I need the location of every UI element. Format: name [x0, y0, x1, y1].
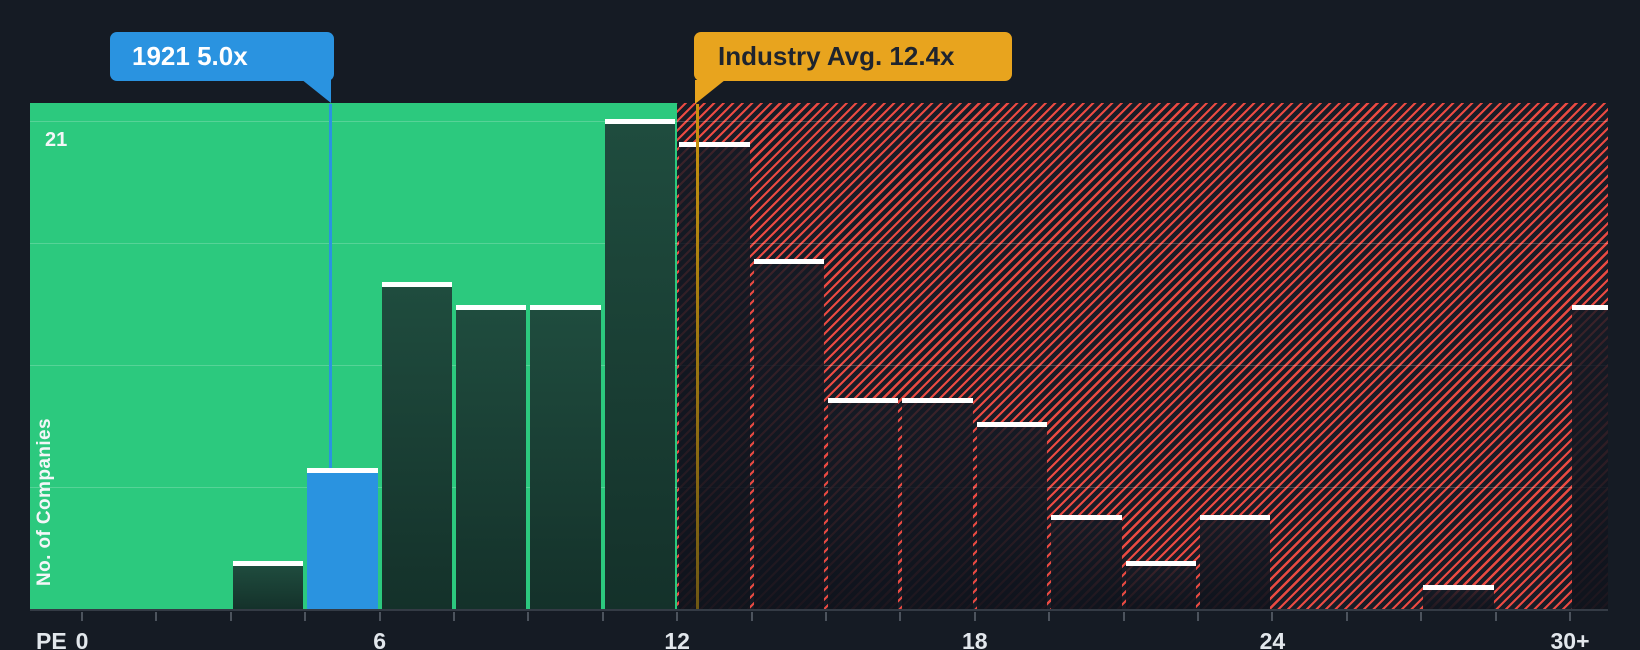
x-tick-label-30+: 30+	[1550, 628, 1590, 650]
plot-area	[30, 103, 1608, 610]
x-axis-tick	[750, 612, 753, 621]
histogram-bar-pe-12[interactable]	[679, 142, 750, 610]
company-callout-label: 1921 5.0x	[132, 41, 248, 71]
x-axis-tick	[1197, 612, 1199, 621]
x-axis-tick	[453, 612, 455, 621]
gridline	[30, 120, 1608, 122]
x-axis-tick	[1494, 612, 1497, 621]
histogram-bar-pe-9[interactable]	[530, 305, 601, 610]
x-axis-tick	[81, 612, 83, 621]
histogram-bar-pe-10.5[interactable]	[604, 119, 676, 610]
x-tick-label-6: 6	[373, 628, 386, 650]
x-tick-label-18: 18	[962, 628, 988, 650]
y-axis-title: No. of Companies	[34, 418, 55, 586]
histogram-bar-pe-3[interactable]	[232, 561, 304, 610]
gridline	[30, 242, 1608, 244]
company-marker-line	[328, 104, 332, 469]
x-axis-tick	[1122, 612, 1125, 621]
x-axis-tick	[304, 612, 307, 621]
industry-avg-callout-label: Industry Avg. 12.4x	[718, 41, 955, 71]
x-tick-label-24: 24	[1259, 628, 1286, 650]
x-axis-tick	[378, 612, 381, 621]
x-axis-tick	[1271, 612, 1274, 621]
x-axis-tick	[1569, 612, 1571, 621]
company-callout: 1921 5.0x	[110, 32, 334, 81]
y-max-tick-label: 21	[45, 129, 68, 151]
histogram-bar-pe-7.5[interactable]	[456, 305, 527, 610]
x-axis-tick	[1048, 612, 1051, 621]
histogram-bar-pe-30[interactable]	[1572, 305, 1608, 610]
x-axis-tick	[155, 612, 158, 621]
x-axis-tick	[601, 612, 604, 621]
industry-average-marker-line	[695, 104, 699, 610]
histogram-bar-pe-15[interactable]	[828, 398, 899, 610]
histogram-bar-pe-13.5[interactable]	[753, 258, 824, 610]
x-axis-tick	[1420, 612, 1423, 621]
x-axis-tick	[229, 612, 232, 621]
histogram-bar-pe-19.5[interactable]	[1051, 514, 1122, 610]
x-tick-label-12: 12	[664, 628, 690, 650]
x-axis-line	[30, 609, 1608, 611]
x-axis-tick	[1345, 612, 1348, 621]
company-callout-tail	[301, 79, 331, 103]
x-axis-tick	[527, 612, 530, 621]
industry-avg-callout-tail	[695, 80, 725, 104]
industry-avg-callout: Industry Avg. 12.4x	[694, 32, 1012, 81]
x-tick-label-0: 0	[75, 628, 89, 650]
histogram-bar-pe-18[interactable]	[976, 421, 1048, 610]
x-axis-tick	[825, 612, 827, 621]
x-axis-tick	[899, 612, 902, 621]
histogram-bar-pe-4.5[interactable]	[307, 468, 378, 610]
overvalued-zone	[677, 103, 1608, 610]
x-axis-tick	[973, 612, 976, 621]
histogram-bar-pe-22.5[interactable]	[1200, 514, 1271, 610]
histogram-bar-pe-6[interactable]	[381, 282, 452, 610]
histogram-bar-pe-27[interactable]	[1423, 584, 1494, 610]
histogram-bar-pe-16.5[interactable]	[902, 398, 973, 610]
x-axis-prefix-label: PE	[36, 628, 67, 650]
x-axis-tick	[676, 612, 679, 621]
histogram-bar-pe-21[interactable]	[1125, 561, 1196, 610]
